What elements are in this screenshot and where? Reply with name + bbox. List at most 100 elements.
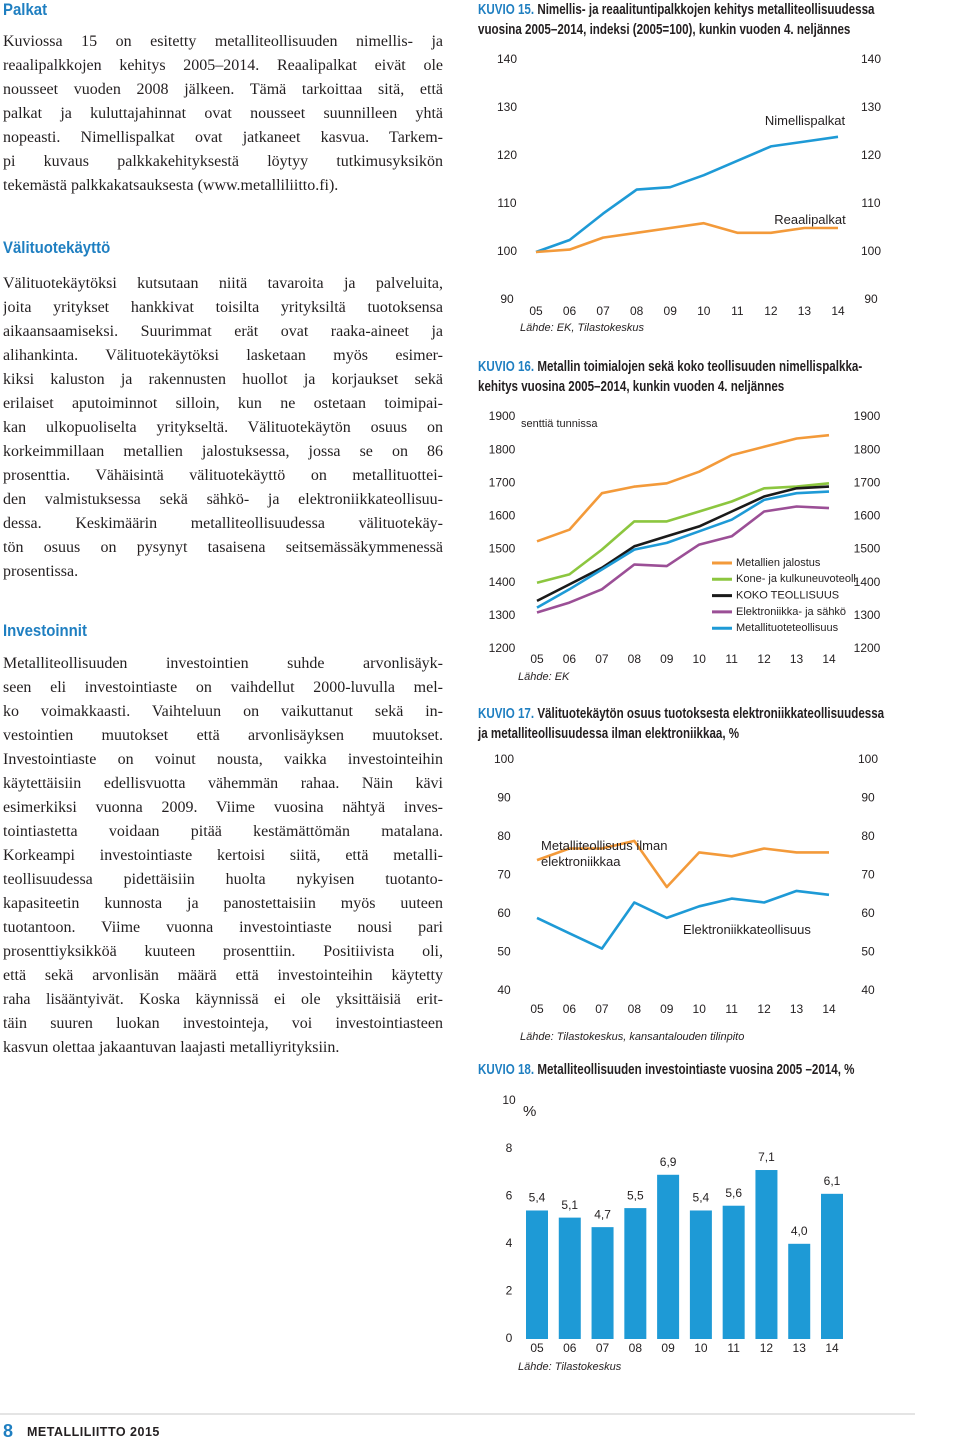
x-tick-label: 11 (725, 1002, 738, 1016)
y-tick-label: 0 (506, 1331, 513, 1345)
value-label: 5,1 (561, 1198, 578, 1212)
title-text: kehitys vuosina 2005–2014, kunkin vuoden… (478, 379, 785, 395)
figure-label: KUVIO 16. (478, 359, 535, 375)
y-tick-label: 8 (506, 1141, 513, 1155)
text-line: että sekä arvonlisän määrä että investoi… (3, 967, 443, 984)
x-tick-label: 12 (764, 304, 778, 318)
y-tick-label-right: 80 (861, 829, 875, 843)
x-tick-label: 10 (693, 1002, 707, 1016)
text-line: Välituotekäytöksi kutsutaan niitä tavaro… (3, 275, 443, 292)
y-tick-label: 1200 (489, 641, 516, 655)
x-tick-label: 05 (530, 1002, 544, 1016)
bar (558, 1217, 581, 1339)
bar (624, 1208, 647, 1339)
x-tick-label: 13 (790, 652, 804, 666)
chart-title: KUVIO 16. Metallin toimialojen sekä koko… (478, 357, 862, 397)
y-tick-label: 100 (497, 244, 517, 258)
x-tick-label: 06 (563, 1341, 577, 1355)
x-tick-label: 13 (793, 1341, 807, 1355)
chart-title-line: KUVIO 18. Metalliteollisuuden investoint… (478, 1060, 855, 1080)
x-tick-label: 14 (825, 1341, 839, 1355)
x-tick-label: 05 (530, 652, 544, 666)
x-tick-label: 09 (661, 1341, 675, 1355)
source-note: Lähde: Tilastokeskus (518, 1361, 622, 1373)
text-line: alihankinta. Välituotekäytöksi lasketaan… (3, 347, 443, 364)
chart-title-line: KUVIO 16. Metallin toimialojen sekä koko… (478, 357, 862, 377)
title-text: Metalliteollisuuden investointiaste vuos… (537, 1062, 855, 1078)
x-tick-label: 08 (629, 1341, 643, 1355)
value-label: 7,1 (758, 1150, 775, 1164)
bar (526, 1210, 548, 1339)
y-tick-label: 1700 (489, 475, 516, 489)
value-label: 6,9 (660, 1155, 677, 1169)
x-tick-label: 06 (563, 304, 577, 318)
series-line (536, 839, 829, 889)
series-label: Reaalipalkat (774, 212, 846, 227)
value-label: 4,7 (594, 1207, 611, 1221)
chart-title: KUVIO 18. Metalliteollisuuden investoint… (478, 1060, 855, 1080)
x-tick-label: 11 (731, 304, 744, 318)
y-tick-label-right: 120 (861, 148, 881, 162)
x-tick-label: 11 (727, 1341, 740, 1355)
chart-title: KUVIO 15. Nimellis- ja reaalituntipalkko… (478, 0, 874, 40)
y-tick-label: 110 (497, 196, 516, 210)
y-tick-label-right: 60 (861, 906, 875, 920)
text-line: teollisuudessa pidettäisiin huolta nykyi… (3, 871, 443, 888)
x-tick-label: 07 (596, 1341, 610, 1355)
y-tick-label: 40 (497, 983, 511, 997)
text-line: täin suuren luokan investointeja, voi in… (3, 1015, 443, 1032)
y-tick-label: 4 (506, 1236, 513, 1250)
y-tick-label: 120 (497, 148, 517, 162)
y-tick-label-right: 90 (864, 292, 878, 306)
y-tick-label: 100 (494, 752, 514, 766)
y-tick-label: 2 (506, 1284, 513, 1298)
x-tick-label: 12 (757, 652, 771, 666)
text-line: prosenttiyksikköä kuuteen prosenttiin. P… (3, 943, 443, 960)
x-tick-label: 07 (596, 304, 610, 318)
legend-label: Metallien jalostus (736, 557, 821, 569)
text-line: seen eli investointiaste on vaihdellut 2… (3, 679, 443, 696)
y-tick-label: 140 (497, 52, 517, 66)
x-tick-label: 10 (697, 304, 711, 318)
publication-name: METALLILIITTO 2015 (27, 1425, 160, 1439)
value-label: 5,5 (627, 1188, 644, 1202)
legend-label: Kone- ja kulkuneuvoteoll. (736, 573, 859, 585)
text-line: korkeimmillaan metallien jalostuksessa, … (3, 443, 443, 460)
text-line: kan ulkopuoliselta yritykseltä. Välituot… (3, 419, 443, 436)
x-tick-label: 13 (798, 304, 812, 318)
x-tick-label: 12 (757, 1002, 771, 1016)
x-tick-label: 07 (595, 1002, 609, 1016)
legend-label: KOKO TEOLLISUUS (736, 590, 839, 602)
text-line: ko voimakkaasti. Vaihteluun on vaikuttan… (3, 703, 443, 720)
y-tick-label-right: 100 (861, 244, 881, 258)
y-tick-label-right: 1900 (854, 409, 881, 423)
y-tick-label: 1500 (489, 542, 516, 556)
series-label: Nimellispalkat (764, 113, 846, 128)
y-tick-label-right: 100 (858, 752, 878, 766)
title-text: vuosina 2005–2014, indeksi (2005=100), k… (478, 22, 851, 38)
section-heading: Investoinnit (3, 621, 87, 640)
x-tick-label: 10 (694, 1341, 708, 1355)
text-line: erilaiset aputoiminnot silloin, kun ne o… (3, 395, 443, 412)
x-tick-label: 14 (822, 1002, 836, 1016)
series-label: Elektroniikkateollisuus (683, 922, 811, 937)
series-line (536, 433, 830, 543)
text-line: aikaansaamiseksi. Suurimmat erät ovat ra… (3, 323, 443, 340)
x-tick-label: 07 (595, 652, 609, 666)
y-tick-label-right: 1600 (854, 509, 881, 523)
figure-label: KUVIO 17. (478, 706, 535, 722)
y-tick-label-right: 1300 (854, 608, 881, 622)
text-line: raha lisääntyivät. Koska käynnissä ei ol… (3, 991, 443, 1008)
y-tick-label-right: 70 (861, 868, 875, 882)
text-line: den valmistuksessa sekä sähkö- ja elektr… (3, 491, 443, 508)
text-line: Korkeampi investointiaste kertoisi siitä… (3, 847, 443, 864)
y-tick-label: 130 (497, 100, 517, 114)
series-label: Metalliteollisuus ilman elektroniikkaa (541, 838, 668, 869)
series-line (536, 490, 830, 609)
text-line: Metalliteollisuuden investointien suhde … (3, 655, 443, 672)
text-line: tuotantoon. Viime vuonna investointiaste… (3, 919, 443, 936)
y-tick-label-right: 1500 (854, 542, 881, 556)
series-line (536, 505, 830, 614)
title-text: Nimellis- ja reaalituntipalkkojen kehity… (537, 2, 875, 18)
text-line: dessa. Keskimäärin metalliteollisuudessa… (3, 515, 443, 532)
